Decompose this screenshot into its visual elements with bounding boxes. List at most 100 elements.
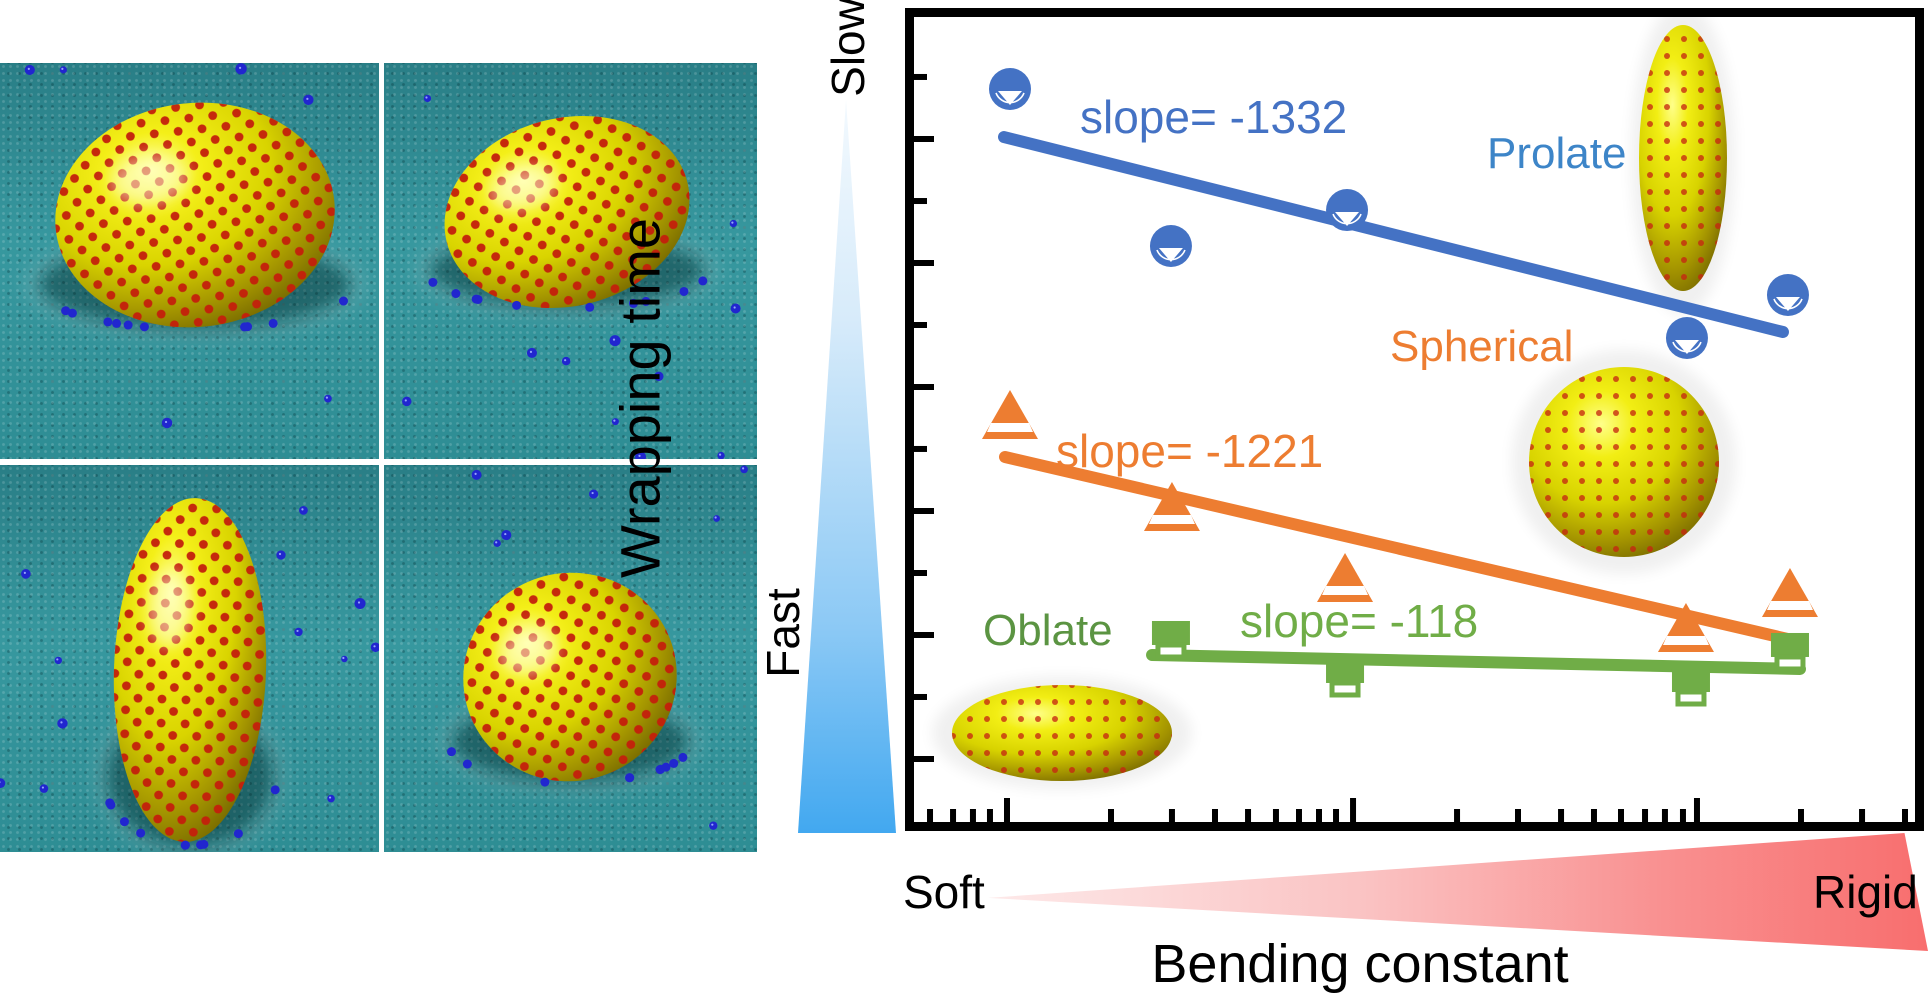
receptor-bead bbox=[540, 777, 550, 787]
series-label-prolate: Prolate bbox=[1487, 129, 1627, 178]
receptor-bead bbox=[698, 276, 708, 286]
nanoparticle bbox=[444, 115, 690, 309]
receptor-bead bbox=[713, 515, 721, 522]
receptor-bead bbox=[654, 371, 664, 382]
receptor-bead bbox=[0, 778, 6, 789]
receptor-bead bbox=[589, 489, 599, 499]
data-point-oblate-0 bbox=[1151, 620, 1190, 660]
receptor-bead bbox=[199, 839, 209, 849]
receptor-bead bbox=[625, 773, 635, 783]
receptor-bead bbox=[370, 642, 379, 653]
y-axis-title: Wrapping time bbox=[608, 217, 672, 579]
receptor-bead bbox=[526, 347, 538, 358]
data-point-spherical-3 bbox=[1657, 602, 1714, 652]
series-label-oblate: Oblate bbox=[983, 606, 1113, 655]
receptor-bead bbox=[611, 418, 619, 426]
receptor-bead bbox=[635, 451, 647, 459]
receptor-bead bbox=[276, 550, 286, 560]
receptor-bead bbox=[471, 469, 482, 480]
receptor-bead bbox=[462, 759, 472, 769]
receptor-bead bbox=[561, 356, 571, 366]
data-point-prolate-4 bbox=[1766, 273, 1809, 316]
receptor-bead bbox=[669, 758, 679, 768]
data-point-spherical-1 bbox=[1143, 482, 1200, 532]
receptor-bead bbox=[139, 322, 149, 332]
data-point-prolate-3 bbox=[1665, 317, 1708, 360]
receptor-bead bbox=[59, 66, 67, 74]
data-point-oblate-3 bbox=[1770, 632, 1809, 672]
sim-render bbox=[441, 465, 748, 830]
wrapping-time-gradient-arrow bbox=[798, 100, 896, 833]
oblate-particle-illustration bbox=[932, 676, 1192, 790]
receptor-bead bbox=[67, 308, 77, 318]
trend-line-prolate bbox=[997, 131, 1789, 338]
receptor-bead bbox=[402, 396, 412, 407]
data-point-oblate-2 bbox=[1671, 668, 1710, 707]
receptor-bead bbox=[471, 294, 481, 304]
data-point-oblate-1 bbox=[1326, 658, 1365, 698]
receptor-bead bbox=[609, 335, 621, 347]
receptor-bead bbox=[740, 465, 748, 474]
receptor-bead bbox=[161, 417, 173, 429]
data-point-spherical-0 bbox=[981, 389, 1038, 439]
receptor-bead bbox=[112, 318, 122, 328]
receptor-bead bbox=[446, 747, 456, 757]
receptor-bead bbox=[641, 296, 651, 306]
trend-line-oblate bbox=[1146, 648, 1806, 675]
x-axis-soft-label: Soft bbox=[903, 866, 985, 918]
receptor-bead bbox=[299, 506, 308, 515]
plot-canvas bbox=[914, 17, 1908, 822]
nanoparticle bbox=[55, 102, 335, 328]
receptor-bead bbox=[123, 320, 133, 330]
receptor-bead bbox=[679, 286, 689, 296]
x-axis-rigid-label: Rigid bbox=[1813, 866, 1918, 918]
receptor-bead bbox=[235, 63, 247, 75]
receptor-bead bbox=[21, 569, 31, 579]
receptor-bead bbox=[709, 821, 718, 830]
slope-label-oblate: slope= -118 bbox=[1240, 595, 1479, 647]
receptor-bead bbox=[717, 451, 725, 459]
data-point-prolate-1 bbox=[1149, 225, 1192, 268]
receptor-bead bbox=[103, 317, 113, 327]
receptor-bead bbox=[303, 94, 314, 105]
receptor-bead bbox=[24, 64, 35, 75]
receptor-bead bbox=[57, 718, 68, 729]
slope-label-spherical: slope= -1221 bbox=[1056, 425, 1324, 477]
receptor-bead bbox=[585, 302, 595, 312]
receptor-bead bbox=[119, 817, 129, 827]
trend-line-spherical bbox=[998, 451, 1798, 646]
sim-render bbox=[0, 498, 379, 852]
receptor-bead bbox=[61, 306, 71, 316]
sim-panel-prolate-upright bbox=[0, 465, 379, 852]
receptor-bead bbox=[39, 784, 49, 793]
receptor-bead bbox=[268, 318, 278, 328]
x-axis-title: Bending constant bbox=[1151, 934, 1569, 994]
sim-panel-ellipsoid-wrapped bbox=[384, 465, 757, 852]
receptor-bead bbox=[136, 828, 146, 838]
receptor-bead bbox=[730, 303, 741, 314]
receptor-bead bbox=[327, 794, 335, 803]
nanoparticle bbox=[113, 498, 267, 842]
receptor-bead bbox=[428, 277, 438, 287]
receptor-bead bbox=[240, 322, 250, 332]
prolate-particle-illustration bbox=[1631, 17, 1735, 315]
receptor-bead bbox=[106, 800, 116, 810]
receptor-bead bbox=[661, 762, 671, 772]
receptor-bead bbox=[338, 296, 348, 306]
receptor-bead bbox=[512, 300, 522, 310]
nanoparticle bbox=[463, 572, 677, 782]
sim-panel-oblate-front bbox=[0, 63, 379, 459]
data-point-spherical-2 bbox=[1317, 553, 1374, 603]
slope-label-prolate: slope= -1332 bbox=[1080, 91, 1348, 143]
receptor-bead bbox=[423, 94, 432, 103]
receptor-bead bbox=[270, 785, 280, 795]
sim-render bbox=[402, 94, 741, 459]
receptor-bead bbox=[324, 394, 332, 403]
receptor-bead bbox=[294, 627, 303, 637]
series-label-spherical: Spherical bbox=[1390, 322, 1574, 371]
data-point-prolate-0 bbox=[988, 67, 1031, 110]
plot-area bbox=[905, 8, 1924, 831]
receptor-bead bbox=[678, 752, 688, 762]
receptor-bead bbox=[451, 289, 461, 299]
receptor-bead bbox=[628, 298, 638, 308]
